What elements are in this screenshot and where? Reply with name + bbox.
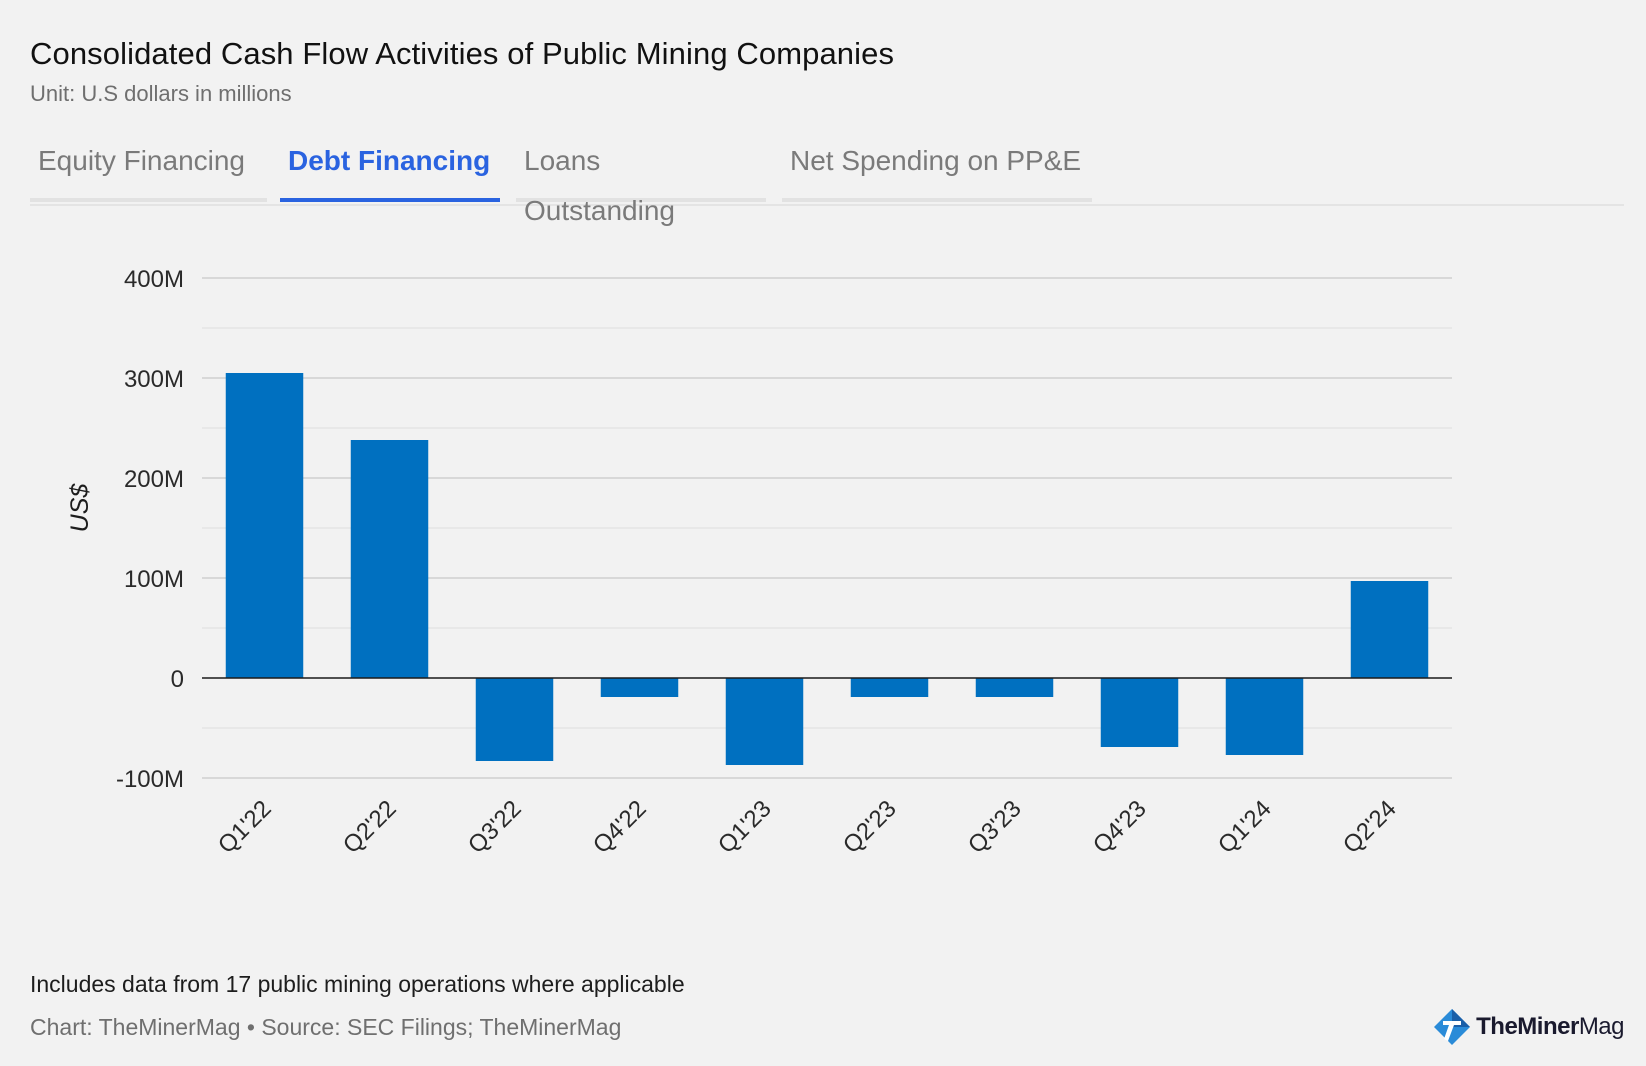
bar[interactable] <box>475 678 554 761</box>
bar[interactable] <box>725 678 804 765</box>
y-tick-label: -100M <box>116 766 184 793</box>
bar[interactable] <box>350 440 429 678</box>
x-tick-label: Q2'22 <box>338 795 402 859</box>
bars <box>202 373 1452 765</box>
logo-wordmark-bold: TheMiner <box>1476 1013 1579 1040</box>
x-tick-label: Q2'23 <box>838 795 902 859</box>
logo-wordmark-light: Mag <box>1578 1013 1625 1040</box>
x-tick-label: Q1'23 <box>713 795 777 859</box>
pickaxe-icon <box>1434 1009 1471 1045</box>
y-tick-label: 200M <box>124 466 184 493</box>
tab-equity-financing[interactable]: Equity Financing <box>30 136 267 202</box>
y-tick-label: 300M <box>124 366 184 393</box>
x-tick-label: Q4'22 <box>588 795 652 859</box>
x-tick-label: Q1'22 <box>213 795 277 859</box>
bar[interactable] <box>600 678 679 697</box>
bar[interactable] <box>225 373 304 678</box>
x-tick-labels: Q1'22 Q2'22 Q3'22 Q4'22 Q1'23 Q2'23 Q3'23 Q4'23… <box>213 795 1402 859</box>
bar[interactable] <box>1350 581 1429 678</box>
page-subtitle: Unit: U.S dollars in millions <box>30 81 292 106</box>
tab-loans-outstanding[interactable]: Loans Outstanding <box>516 136 766 226</box>
y-tick-label: 0 <box>171 666 184 693</box>
bar[interactable] <box>975 678 1054 697</box>
brand-logo: TheMinerMag <box>1432 1007 1625 1047</box>
tab-debt-financing[interactable]: Debt Financing <box>280 136 500 202</box>
footnote: Includes data from 17 public mining oper… <box>30 971 685 997</box>
y-tick-labels: 400M 300M 200M 100M 0 -100M <box>116 266 184 793</box>
tab-net-spending-ppe[interactable]: Net Spending on PP&E <box>782 136 1092 202</box>
x-tick-label: Q3'23 <box>963 795 1027 859</box>
source-credit: Chart: TheMinerMag • Source: SEC Filings… <box>30 1014 622 1040</box>
page-title: Consolidated Cash Flow Activities of Pub… <box>30 36 895 71</box>
y-tick-label: 100M <box>124 566 184 593</box>
bar[interactable] <box>1100 678 1179 747</box>
x-tick-label: Q3'22 <box>463 795 527 859</box>
y-axis-label: US$ <box>66 483 94 533</box>
x-tick-label: Q2'24 <box>1338 795 1402 859</box>
x-tick-label: Q1'24 <box>1213 795 1277 859</box>
debt-financing-bar-chart: 400M 300M 200M 100M 0 -100M Q1'22 Q2'22 Q3'22 Q4… <box>66 266 1452 859</box>
bar[interactable] <box>1225 678 1304 755</box>
y-tick-label: 400M <box>124 266 184 293</box>
logo-wordmark: TheMinerMag <box>1476 1013 1624 1041</box>
bar[interactable] <box>850 678 929 697</box>
x-tick-label: Q4'23 <box>1088 795 1152 859</box>
tab-bar: Equity Financing Debt Financing Loans Ou… <box>30 136 1624 226</box>
